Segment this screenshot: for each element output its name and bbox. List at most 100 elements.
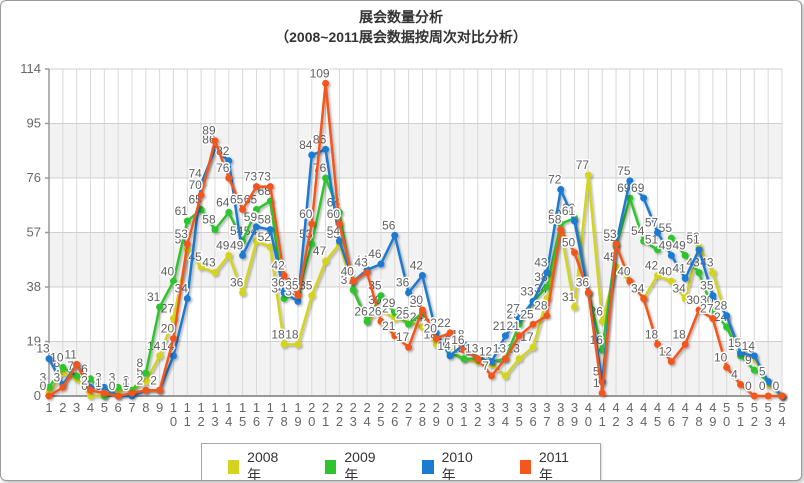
svg-text:1: 1 [211, 400, 218, 415]
legend-item-2008: 2008年 [228, 449, 283, 480]
svg-text:6: 6 [115, 400, 122, 415]
svg-text:5: 5 [759, 365, 766, 379]
svg-text:0: 0 [95, 379, 102, 393]
svg-text:73: 73 [244, 170, 258, 184]
svg-text:5: 5 [101, 400, 108, 415]
svg-text:21: 21 [382, 319, 396, 333]
svg-text:1: 1 [239, 400, 246, 415]
svg-text:7: 7 [682, 414, 689, 429]
svg-text:47: 47 [313, 244, 327, 258]
svg-text:0: 0 [170, 414, 177, 429]
svg-text:0: 0 [109, 379, 116, 393]
svg-text:57: 57 [645, 216, 659, 230]
svg-text:38: 38 [27, 279, 41, 294]
svg-text:33: 33 [520, 284, 534, 298]
svg-text:36: 36 [576, 276, 590, 290]
svg-text:109: 109 [310, 66, 330, 80]
svg-text:11: 11 [64, 347, 77, 361]
svg-text:2: 2 [391, 400, 398, 415]
svg-text:49: 49 [659, 238, 673, 252]
svg-text:0: 0 [95, 379, 102, 393]
svg-text:0: 0 [81, 379, 88, 393]
svg-text:7: 7 [482, 359, 489, 373]
svg-text:1: 1 [322, 414, 329, 429]
svg-text:0: 0 [773, 379, 780, 393]
svg-text:14: 14 [437, 339, 451, 353]
svg-text:40: 40 [341, 264, 355, 278]
svg-text:40: 40 [161, 264, 175, 278]
svg-text:0: 0 [308, 414, 315, 429]
svg-text:28: 28 [534, 299, 548, 313]
svg-text:35: 35 [700, 279, 714, 293]
svg-text:43: 43 [534, 256, 548, 270]
legend-item-2010: 2010年 [422, 449, 477, 480]
svg-text:0: 0 [446, 414, 453, 429]
svg-text:4: 4 [695, 400, 702, 415]
svg-text:8: 8 [136, 356, 143, 370]
svg-text:1: 1 [280, 400, 287, 415]
svg-text:4: 4 [225, 414, 232, 429]
svg-text:2: 2 [150, 373, 157, 387]
svg-text:5: 5 [737, 400, 744, 415]
legend-label-2011: 2011年 [538, 449, 569, 481]
svg-text:43: 43 [354, 256, 368, 270]
svg-text:5: 5 [778, 400, 785, 415]
svg-text:54: 54 [230, 224, 244, 238]
svg-text:4: 4 [640, 400, 647, 415]
svg-text:73: 73 [258, 170, 272, 184]
svg-text:3: 3 [460, 400, 467, 415]
svg-text:6: 6 [529, 414, 536, 429]
svg-text:0: 0 [759, 379, 766, 393]
svg-text:76: 76 [27, 170, 41, 185]
svg-text:114: 114 [20, 61, 41, 76]
svg-text:1: 1 [95, 376, 102, 390]
svg-text:22: 22 [437, 316, 451, 330]
svg-text:3: 3 [73, 400, 80, 415]
svg-text:49: 49 [230, 238, 244, 252]
svg-text:4: 4 [682, 400, 689, 415]
svg-text:21: 21 [493, 319, 507, 333]
svg-text:61: 61 [562, 204, 576, 218]
svg-text:75: 75 [617, 164, 631, 178]
svg-text:5: 5 [723, 400, 730, 415]
svg-text:1: 1 [184, 400, 191, 415]
legend-swatch-2011 [519, 460, 531, 474]
svg-text:6: 6 [253, 414, 260, 429]
svg-text:4: 4 [87, 400, 94, 415]
svg-text:57: 57 [27, 225, 41, 240]
svg-text:4: 4 [585, 400, 592, 415]
svg-text:30: 30 [410, 293, 424, 307]
legend-swatch-2009 [325, 460, 337, 474]
legend-item-2011: 2011年 [519, 449, 574, 481]
svg-text:2: 2 [612, 414, 619, 429]
svg-text:3: 3 [529, 400, 536, 415]
svg-text:2: 2 [419, 400, 426, 415]
chart-subtitle: （2008~2011展会数据按周次对比分析） [275, 29, 527, 45]
svg-text:30: 30 [686, 293, 700, 307]
svg-text:9: 9 [745, 353, 752, 367]
svg-text:13: 13 [36, 342, 50, 356]
svg-text:3: 3 [53, 370, 60, 384]
svg-text:0: 0 [585, 414, 592, 429]
svg-text:50: 50 [562, 236, 576, 250]
svg-text:46: 46 [368, 247, 382, 261]
svg-text:8: 8 [280, 414, 287, 429]
legend-item-2009: 2009年 [325, 449, 380, 480]
svg-text:72: 72 [548, 172, 562, 186]
svg-text:31: 31 [562, 290, 576, 304]
svg-text:2: 2 [123, 373, 130, 387]
plot-bands [49, 123, 782, 396]
svg-text:42: 42 [271, 259, 285, 273]
svg-text:53: 53 [603, 227, 617, 241]
svg-text:3: 3 [446, 400, 453, 415]
svg-text:20: 20 [424, 322, 438, 336]
svg-text:18: 18 [285, 327, 299, 341]
svg-text:2: 2 [123, 373, 130, 387]
svg-text:2: 2 [150, 373, 157, 387]
svg-text:42: 42 [645, 259, 659, 273]
svg-text:1: 1 [184, 414, 191, 429]
svg-text:42: 42 [410, 259, 424, 273]
svg-text:5: 5 [377, 414, 384, 429]
